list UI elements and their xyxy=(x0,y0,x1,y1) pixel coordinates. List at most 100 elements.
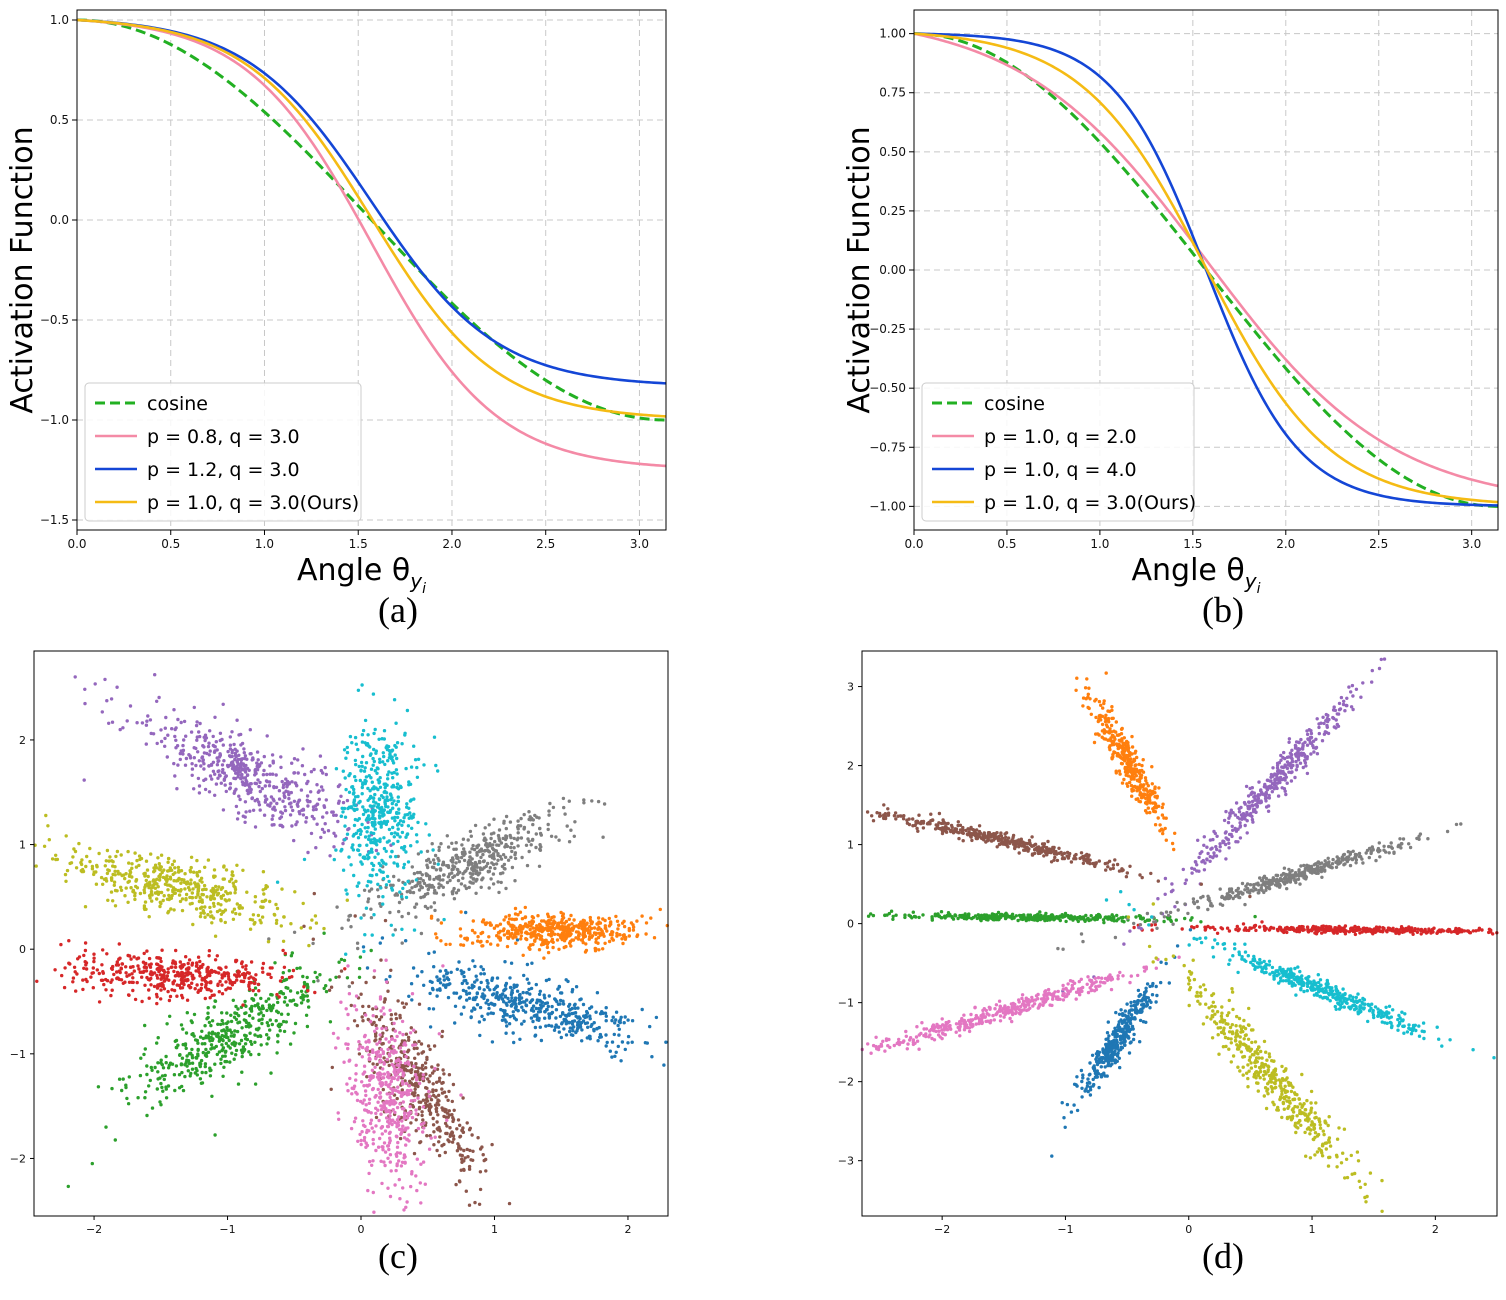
scatter-point xyxy=(206,1011,210,1015)
scatter-point xyxy=(283,781,288,786)
scatter-point xyxy=(360,733,365,737)
scatter-point xyxy=(367,1056,372,1061)
scatter-point xyxy=(164,1085,168,1089)
scatter-point xyxy=(212,868,217,872)
scatter-point xyxy=(392,799,396,803)
scatter-point xyxy=(478,860,482,864)
scatter-point xyxy=(375,1062,379,1067)
scatter-point xyxy=(428,1112,433,1116)
scatter-point xyxy=(619,1015,623,1019)
scatter-point xyxy=(379,1015,384,1019)
scatter-point xyxy=(194,746,198,751)
scatter-point xyxy=(243,976,247,980)
scatter-point xyxy=(650,1055,654,1059)
scatter-point xyxy=(236,1082,241,1086)
scatter-point xyxy=(109,966,114,971)
scatter-point xyxy=(596,916,601,920)
scatter-point xyxy=(265,1008,269,1013)
scatter-point xyxy=(378,1033,382,1037)
scatter-point xyxy=(191,887,195,891)
scatter-point xyxy=(505,944,510,949)
scatter-point xyxy=(594,937,598,941)
scatter-point xyxy=(364,761,369,765)
scatter-point xyxy=(467,1128,472,1132)
scatter-point xyxy=(491,872,496,876)
scatter-point xyxy=(406,879,410,884)
scatter-point xyxy=(1150,993,1155,997)
scatter-point xyxy=(96,1085,101,1089)
scatter-point xyxy=(265,1042,269,1046)
scatter-point xyxy=(435,936,439,940)
scatter-point xyxy=(475,991,479,995)
scatter-point xyxy=(164,1096,169,1100)
scatter-point xyxy=(524,937,528,941)
scatter-point xyxy=(601,835,605,839)
scatter-point xyxy=(329,985,334,989)
scatter-point xyxy=(506,996,510,1001)
scatter-point xyxy=(502,933,507,937)
scatter-point xyxy=(243,754,248,758)
scatter-point xyxy=(508,820,513,824)
scatter-point xyxy=(457,960,461,964)
scatter-point xyxy=(390,1062,394,1067)
scatter-point xyxy=(196,888,200,892)
scatter-point xyxy=(378,757,382,761)
scatter-point xyxy=(384,883,389,887)
scatter-point xyxy=(210,1030,215,1034)
scatter-point xyxy=(155,741,159,746)
scatter-point xyxy=(392,874,396,879)
scatter-point xyxy=(113,869,117,873)
scatter-point xyxy=(178,751,182,756)
scatter-point xyxy=(269,795,274,799)
scatter-point xyxy=(244,964,248,968)
scatter-point xyxy=(520,855,524,860)
scatter-point xyxy=(272,785,276,790)
scatter-point xyxy=(411,1043,415,1047)
scatter-point xyxy=(157,956,161,960)
scatter-point xyxy=(362,1135,367,1140)
x-tick-label: 0.5 xyxy=(161,537,180,551)
scatter-point xyxy=(607,939,612,944)
scatter-point xyxy=(382,1141,387,1145)
scatter-point xyxy=(379,958,383,962)
scatter-point xyxy=(366,897,371,901)
scatter-point xyxy=(275,1009,279,1013)
scatter-point xyxy=(325,811,329,815)
scatter-point xyxy=(447,1113,452,1117)
scatter-point xyxy=(219,896,224,900)
scatter-point xyxy=(237,794,241,798)
scatter-point xyxy=(394,1072,399,1076)
scatter-point xyxy=(512,985,516,990)
scatter-point xyxy=(243,1042,248,1046)
scatter-point xyxy=(487,1002,491,1007)
scatter-point xyxy=(203,975,207,980)
scatter-point xyxy=(290,951,294,955)
scatter-point xyxy=(116,976,120,981)
scatter-point xyxy=(613,1021,617,1025)
scatter-point xyxy=(562,939,567,943)
scatter-point xyxy=(228,743,233,747)
scatter-point xyxy=(387,770,391,774)
scatter-point xyxy=(503,855,508,859)
scatter-point xyxy=(165,1022,169,1026)
scatter-point xyxy=(126,900,130,904)
scatter-point xyxy=(400,846,404,850)
scatter-point xyxy=(369,1111,373,1115)
scatter-point xyxy=(145,949,149,953)
scatter-point xyxy=(475,978,479,982)
scatter-point xyxy=(139,970,144,974)
scatter-point xyxy=(383,1150,388,1154)
scatter-point xyxy=(354,1072,358,1076)
scatter-point xyxy=(1136,988,1141,993)
scatter-point xyxy=(195,961,199,965)
x-axis-label-main: Angle θ xyxy=(297,553,410,588)
scatter-point xyxy=(251,988,255,993)
scatter-point xyxy=(372,824,376,828)
scatter-point xyxy=(369,767,374,771)
scatter-point xyxy=(363,826,367,830)
scatter-point xyxy=(288,813,293,817)
scatter-point xyxy=(421,879,425,883)
scatter-point xyxy=(520,1005,524,1009)
scatter-point xyxy=(610,1040,615,1044)
scatter-point xyxy=(379,1009,383,1013)
